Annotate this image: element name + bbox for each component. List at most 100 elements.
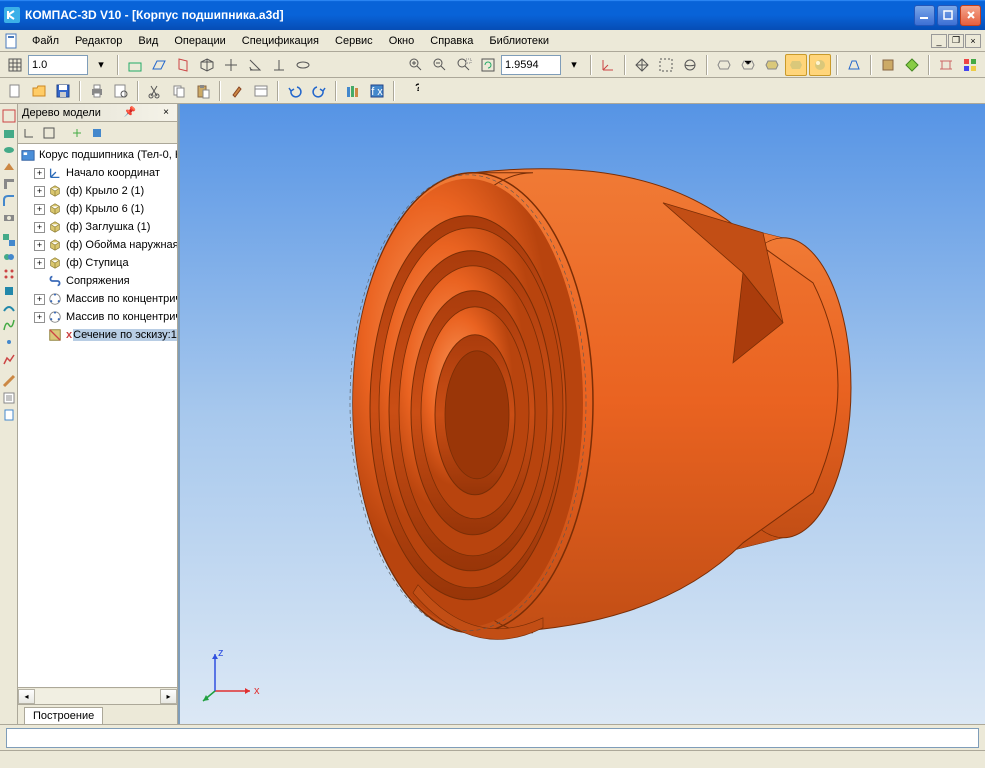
menu-file[interactable]: Файл (24, 32, 67, 50)
menu-libraries[interactable]: Библиотеки (481, 32, 557, 50)
lt-assy-icon[interactable] (1, 232, 17, 248)
menu-editor[interactable]: Редактор (67, 32, 130, 50)
tree-item[interactable]: +(ф) Крыло 6 (1) (20, 200, 175, 218)
lt-analyze-icon[interactable] (1, 351, 17, 367)
shaded-wire-icon[interactable] (761, 54, 783, 76)
tool-a-icon[interactable] (877, 54, 899, 76)
lt-body-icon[interactable] (1, 283, 17, 299)
wireframe-icon[interactable] (713, 54, 735, 76)
tab-build[interactable]: Построение (24, 707, 103, 724)
lt-point-icon[interactable] (1, 334, 17, 350)
tree-item[interactable]: Сопряжения (20, 272, 175, 290)
zoom-input[interactable] (501, 55, 561, 75)
tree-root[interactable]: Корус подшипника (Тел-0, Ком (20, 146, 175, 164)
lt-curve-icon[interactable] (1, 317, 17, 333)
paste-icon[interactable] (192, 80, 214, 102)
tree-item[interactable]: +(ф) Ступица (20, 254, 175, 272)
zoom-fit-icon[interactable] (655, 54, 677, 76)
new-icon[interactable] (4, 80, 26, 102)
menu-service[interactable]: Сервис (327, 32, 381, 50)
dropdown2-icon[interactable]: ▾ (563, 54, 585, 76)
lt-hole-icon[interactable] (1, 210, 17, 226)
mdi-minimize[interactable]: _ (931, 34, 947, 48)
scroll-left-icon[interactable]: ◂ (18, 689, 35, 704)
props-icon[interactable] (250, 80, 272, 102)
tree-tb4-icon[interactable] (88, 124, 106, 142)
zoom-in-icon[interactable] (405, 54, 427, 76)
render-icon[interactable] (809, 54, 831, 76)
tree-item[interactable]: +(ф) Крыло 2 (1) (20, 182, 175, 200)
redo-icon[interactable] (308, 80, 330, 102)
expand-icon[interactable]: + (34, 258, 45, 269)
zoom-out-icon[interactable] (429, 54, 451, 76)
ortho-xy-icon[interactable] (124, 54, 146, 76)
scale-input[interactable] (28, 55, 88, 75)
perspective-icon[interactable] (843, 54, 865, 76)
view-rotate-icon[interactable] (292, 54, 314, 76)
open-icon[interactable] (28, 80, 50, 102)
menu-help[interactable]: Справка (422, 32, 481, 50)
maximize-button[interactable] (937, 5, 958, 26)
vars-icon[interactable]: f x (366, 80, 388, 102)
lt-spec-icon[interactable] (1, 390, 17, 406)
pin-icon[interactable]: 📌 (123, 106, 137, 120)
print-icon[interactable] (86, 80, 108, 102)
tree-item[interactable]: +Начало координат (20, 164, 175, 182)
help-icon[interactable]: ? (400, 80, 422, 102)
expand-icon[interactable]: + (34, 294, 45, 305)
lt-surface-icon[interactable] (1, 300, 17, 316)
brush-icon[interactable] (226, 80, 248, 102)
lt-extrude-icon[interactable] (1, 125, 17, 141)
tree-hscroll[interactable]: ◂ ▸ (18, 687, 177, 704)
pan-icon[interactable] (631, 54, 653, 76)
zoom-window-icon[interactable] (453, 54, 475, 76)
shaded-icon[interactable] (785, 54, 807, 76)
lt-revolve-icon[interactable] (1, 142, 17, 158)
tree-item[interactable]: +(ф) Обойма наружная (20, 236, 175, 254)
library-icon[interactable] (342, 80, 364, 102)
ucs-icon[interactable] (597, 54, 619, 76)
minimize-button[interactable] (914, 5, 935, 26)
perp-icon[interactable] (268, 54, 290, 76)
expand-icon[interactable]: + (34, 222, 45, 233)
dropdown-icon[interactable]: ▾ (90, 54, 112, 76)
tree-tb1-icon[interactable] (20, 124, 38, 142)
expand-icon[interactable]: + (34, 312, 45, 323)
tree-tb3-icon[interactable] (68, 124, 86, 142)
menu-window[interactable]: Окно (381, 32, 423, 50)
scroll-track[interactable] (35, 689, 160, 704)
mdi-close[interactable]: × (965, 34, 981, 48)
preview-icon[interactable] (110, 80, 132, 102)
tree-body[interactable]: Корус подшипника (Тел-0, Ком +Начало коо… (18, 144, 177, 687)
tree-item[interactable]: xСечение по эскизу:1 (20, 326, 175, 344)
tree-item[interactable]: +(ф) Заглушка (1) (20, 218, 175, 236)
lt-report-icon[interactable] (1, 407, 17, 423)
lt-cut-icon[interactable] (1, 176, 17, 192)
cut-icon[interactable] (144, 80, 166, 102)
undo-icon[interactable] (284, 80, 306, 102)
expand-icon[interactable]: + (34, 240, 45, 251)
canvas-3d[interactable]: x z (178, 104, 985, 724)
angle-icon[interactable] (244, 54, 266, 76)
menu-view[interactable]: Вид (130, 32, 166, 50)
iso-icon[interactable] (196, 54, 218, 76)
lt-array-icon[interactable] (1, 266, 17, 282)
lt-fillet-icon[interactable] (1, 193, 17, 209)
tree-close-icon[interactable]: × (159, 106, 173, 120)
lt-sketch-icon[interactable] (1, 108, 17, 124)
ortho-yz-icon[interactable] (172, 54, 194, 76)
menu-spec[interactable]: Спецификация (234, 32, 327, 50)
refresh-icon[interactable] (477, 54, 499, 76)
lt-measure-icon[interactable] (1, 373, 17, 389)
tree-item[interactable]: +Массив по концентрическ (20, 308, 175, 326)
orbit-icon[interactable] (679, 54, 701, 76)
command-input[interactable] (6, 728, 979, 748)
cursor-cross-icon[interactable] (220, 54, 242, 76)
grid-icon[interactable] (4, 54, 26, 76)
hidden-icon[interactable] (737, 54, 759, 76)
menu-operations[interactable]: Операции (166, 32, 233, 50)
dim-icon[interactable] (935, 54, 957, 76)
scroll-right-icon[interactable]: ▸ (160, 689, 177, 704)
expand-icon[interactable]: + (34, 168, 45, 179)
expand-icon[interactable]: + (34, 186, 45, 197)
